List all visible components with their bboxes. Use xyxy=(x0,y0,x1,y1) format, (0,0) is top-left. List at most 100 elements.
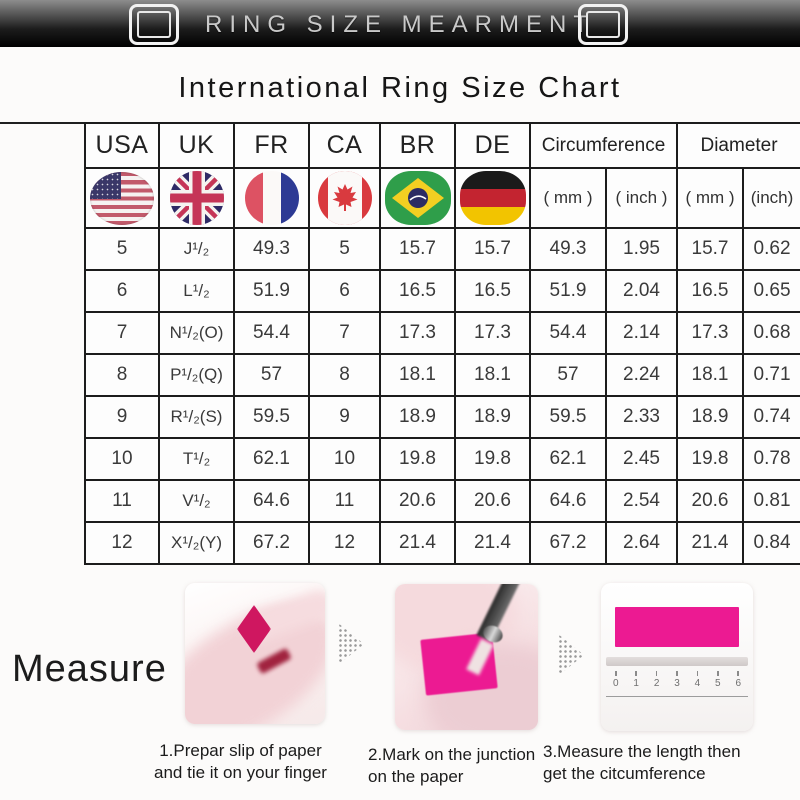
col-header-diameter: Diameter xyxy=(676,122,800,169)
paper-strip-illustration xyxy=(615,607,739,647)
cell: 7 xyxy=(84,311,160,355)
cell: 17.3 xyxy=(454,311,531,355)
cell: 20.6 xyxy=(676,479,745,523)
ruler-tick xyxy=(635,671,637,676)
caption-line: on the paper xyxy=(368,767,464,787)
cell: 49.3 xyxy=(529,227,607,271)
cell: 2.33 xyxy=(604,395,679,439)
cell: 0.65 xyxy=(742,269,800,313)
cell: 2.04 xyxy=(604,269,679,313)
cell: 2.24 xyxy=(604,353,679,397)
ruler-number: 4 xyxy=(694,678,701,689)
cell: 16.5 xyxy=(454,269,531,313)
step3-caption: 3.Measure the length then get the citcum… xyxy=(543,741,761,786)
france-flag-icon xyxy=(244,171,299,225)
step2-caption: 2.Mark on the junction on the paper xyxy=(368,744,543,789)
usa-flag-canton xyxy=(90,171,121,199)
cell: 18.1 xyxy=(676,353,745,397)
col-header-ca: CA xyxy=(308,122,381,169)
cell: 15.7 xyxy=(676,227,745,271)
cell: 12 xyxy=(308,521,381,565)
canada-flag-icon xyxy=(317,171,372,225)
ruler-number: 6 xyxy=(735,678,741,689)
brazil-flag-icon xyxy=(384,171,451,225)
table-row: 9 R¹/₂(S) 59.5 9 18.9 18.9 59.5 2.33 18.… xyxy=(84,395,800,439)
cell: 18.1 xyxy=(454,353,531,397)
cell: 67.2 xyxy=(233,521,310,565)
cell: 57 xyxy=(233,353,310,397)
cell: N¹/₂(O) xyxy=(158,311,235,355)
cell: L¹/₂ xyxy=(158,269,235,313)
cell: 9 xyxy=(308,395,381,439)
col-header-br: BR xyxy=(379,122,456,169)
cell: 2.14 xyxy=(604,311,679,355)
ring-size-table: USA UK FR CA BR DE Circumference Diamete… xyxy=(84,122,800,565)
cell: 51.9 xyxy=(233,269,310,313)
cell: 9 xyxy=(84,395,160,439)
cell: 0.71 xyxy=(742,353,800,397)
cell: 20.6 xyxy=(379,479,456,523)
table-row: 6 L¹/₂ 51.9 6 16.5 16.5 51.9 2.04 16.5 0… xyxy=(84,269,800,313)
cell: 64.6 xyxy=(529,479,607,523)
cell: 5 xyxy=(308,227,381,271)
cell: P¹/₂(Q) xyxy=(158,353,235,397)
step-arrow-icon xyxy=(338,623,364,665)
cell: 0.68 xyxy=(742,311,800,355)
ruler-edge xyxy=(606,657,748,666)
cell: T¹/₂ xyxy=(158,437,235,481)
cell: 62.1 xyxy=(233,437,310,481)
step1-photo xyxy=(185,583,325,724)
table-row: 7 N¹/₂(O) 54.4 7 17.3 17.3 54.4 2.14 17.… xyxy=(84,311,800,355)
cell: 21.4 xyxy=(454,521,531,565)
ruler-tick xyxy=(696,671,699,676)
table-row: 10 T¹/₂ 62.1 10 19.8 19.8 62.1 2.45 19.8… xyxy=(84,437,800,481)
cell: 19.8 xyxy=(454,437,531,481)
diameter-inch-unit: (inch) xyxy=(742,167,800,229)
caption-line: 3.Measure the length then xyxy=(543,742,741,761)
cell: 6 xyxy=(84,269,160,313)
cell: 15.7 xyxy=(379,227,456,271)
cell: 2.54 xyxy=(604,479,679,523)
cell: 11 xyxy=(84,479,160,523)
table-row: 12 X¹/₂(Y) 67.2 12 21.4 21.4 67.2 2.64 2… xyxy=(84,521,800,565)
cell: 57 xyxy=(529,353,607,397)
cell: 64.6 xyxy=(233,479,310,523)
cell: X¹/₂(Y) xyxy=(158,521,235,565)
cell: 7 xyxy=(308,311,381,355)
caption-line: 2.Mark on the junction xyxy=(368,745,536,764)
cell: 12 xyxy=(84,521,160,565)
cell: 19.8 xyxy=(379,437,456,481)
step1-caption: 1.Prepar slip of paper and tie it on you… xyxy=(138,740,343,785)
banner-title: RING SIZE MEARMENT xyxy=(204,11,595,38)
cell: 17.3 xyxy=(676,311,745,355)
cell: 16.5 xyxy=(379,269,456,313)
cell: 0.74 xyxy=(742,395,800,439)
ruler-tick xyxy=(655,671,658,676)
caption-line: get the citcumference xyxy=(543,764,706,784)
cell: 8 xyxy=(84,353,160,397)
cell: 59.5 xyxy=(529,395,607,439)
cell: 0.81 xyxy=(742,479,800,523)
germany-flag-icon xyxy=(459,171,526,225)
step2-photo xyxy=(395,584,538,730)
cell: R¹/₂(S) xyxy=(158,395,235,439)
uk-flag-icon xyxy=(169,171,224,225)
page-title: International Ring Size Chart xyxy=(178,72,622,104)
ruler-tick xyxy=(717,671,719,676)
cell: 21.4 xyxy=(676,521,745,565)
cell: 19.8 xyxy=(676,437,745,481)
frame-square-icon xyxy=(578,4,628,45)
cell: 67.2 xyxy=(529,521,607,565)
ruler-tick xyxy=(737,671,739,676)
step-arrow-icon xyxy=(558,634,584,676)
ruler-number: 0 xyxy=(613,678,619,689)
circumference-inch-unit: ( inch ) xyxy=(604,167,679,229)
cell: 17.3 xyxy=(379,311,456,355)
ruler-number: 3 xyxy=(674,678,680,689)
caption-line: 1.Prepar slip of paper xyxy=(159,741,322,760)
cell: 2.45 xyxy=(604,437,679,481)
cell: 54.4 xyxy=(233,311,310,355)
measure-section-label: Measure xyxy=(12,648,167,690)
cell: 0.62 xyxy=(742,227,800,271)
